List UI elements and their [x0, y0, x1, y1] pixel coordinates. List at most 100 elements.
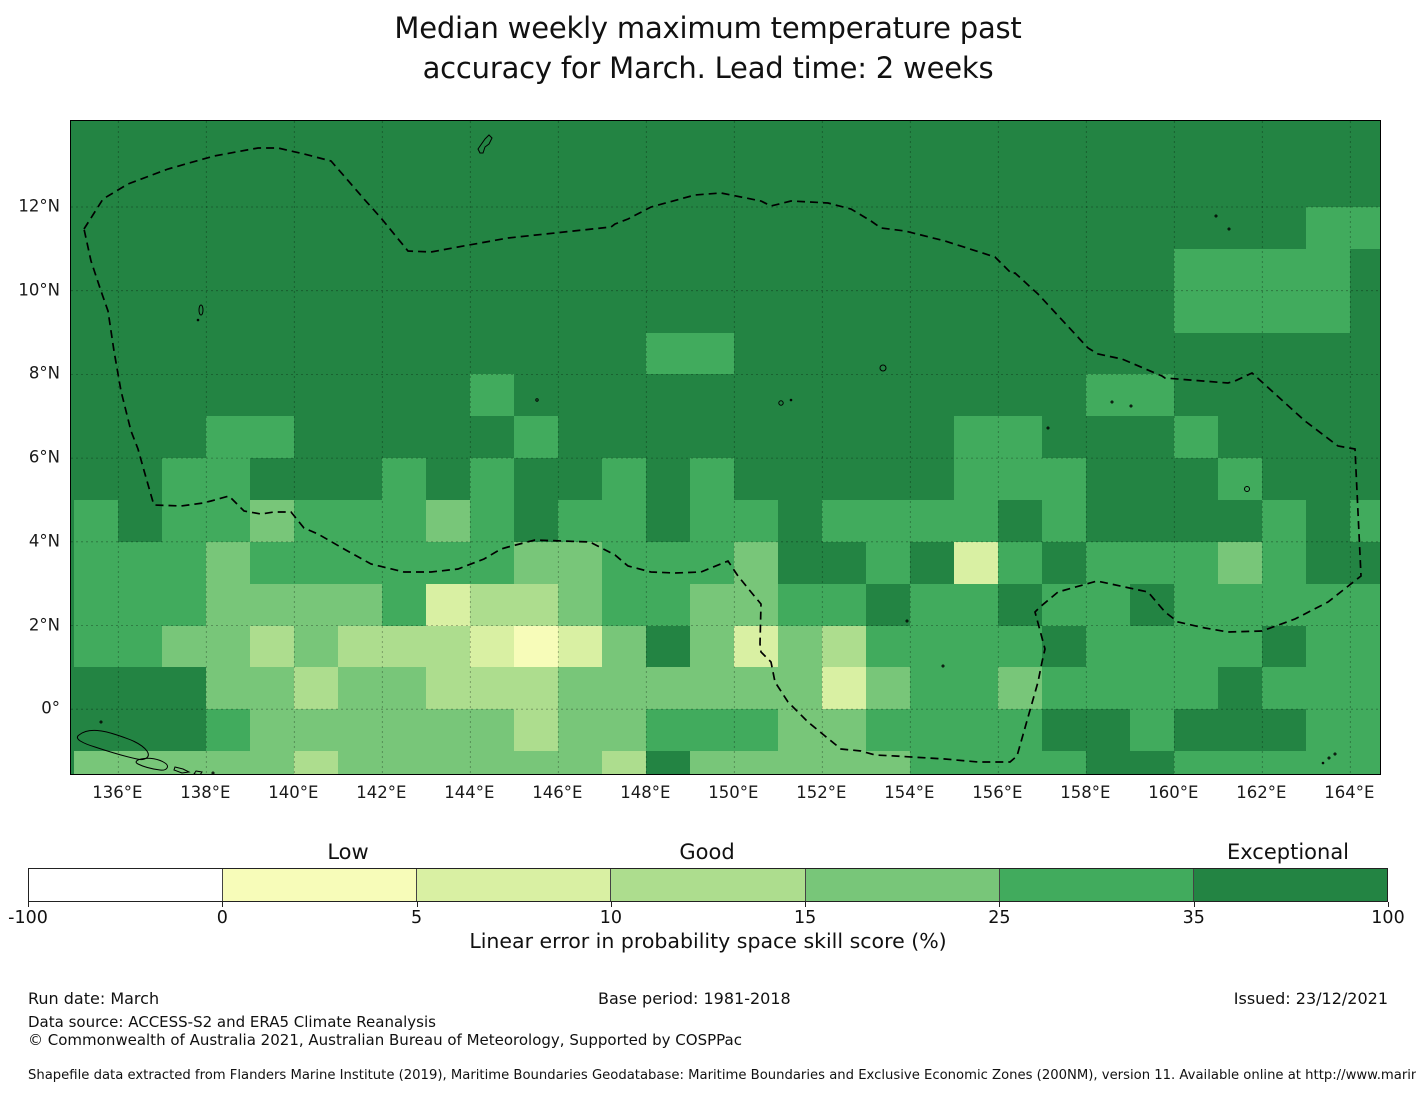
grid-cell [1042, 123, 1087, 166]
grid-cell [866, 541, 911, 585]
grid-cell [602, 458, 647, 501]
grid-cell [382, 165, 427, 208]
grid-cell [382, 709, 427, 752]
grid-cell [1218, 207, 1263, 250]
colorbar-tick-label: 15 [794, 908, 817, 928]
grid-cell [954, 583, 999, 626]
grid-cell [778, 499, 823, 543]
grid-cell [338, 458, 383, 501]
grid-cell [118, 667, 163, 710]
grid-cell [1174, 207, 1219, 250]
grid-cell [470, 123, 515, 166]
grid-cell [954, 458, 999, 501]
copyright-text: © Commonwealth of Australia 2021, Austra… [28, 1031, 742, 1049]
grid-cell [162, 625, 207, 668]
grid-cell [1086, 332, 1131, 375]
grid-cell [998, 583, 1043, 626]
grid-cell [118, 248, 163, 292]
grid-cell [1042, 374, 1087, 417]
grid-cell [514, 207, 559, 250]
grid-cell [338, 625, 383, 668]
grid-cell [822, 667, 867, 710]
grid-cell [910, 290, 955, 334]
grid-cell [734, 583, 779, 626]
grid-cell [1086, 709, 1131, 752]
grid-cell [206, 709, 251, 752]
grid-cell [1174, 416, 1219, 459]
grid-cell [1086, 499, 1131, 543]
grid-cell [866, 416, 911, 459]
x-tick-label: 140°E [268, 783, 319, 802]
grid-cell [1262, 290, 1307, 334]
grid-cell [602, 667, 647, 710]
grid-cell [1350, 248, 1380, 292]
chart-title-line2: accuracy for March. Lead time: 2 weeks [422, 51, 994, 85]
grid-cell [118, 625, 163, 668]
grid-cell [998, 207, 1043, 250]
grid-cell [250, 541, 295, 585]
grid-cell [558, 248, 603, 292]
grid-cell [382, 625, 427, 668]
grid-cell [1306, 374, 1351, 417]
grid-cell [910, 165, 955, 208]
grid-cell [1218, 374, 1263, 417]
grid-cell [250, 165, 295, 208]
colorbar-segment [223, 869, 418, 901]
x-tick-label: 144°E [444, 783, 495, 802]
grid-cell [1174, 332, 1219, 375]
colorbar [28, 868, 1388, 902]
grid-cell [1042, 499, 1087, 543]
grid-cell [602, 751, 647, 774]
grid-cell [206, 499, 251, 543]
grid-cell [822, 751, 867, 774]
grid-cell [1218, 751, 1263, 774]
grid-cell [646, 458, 691, 501]
grid-cell [1306, 290, 1351, 334]
grid-cell [250, 667, 295, 710]
grid-cell [690, 583, 735, 626]
grid-cell [118, 290, 163, 334]
grid-cell [1262, 709, 1307, 752]
grid-cell [822, 458, 867, 501]
grid-cell [470, 583, 515, 626]
grid-cell [910, 123, 955, 166]
grid-cell [470, 248, 515, 292]
grid-cell [1130, 332, 1175, 375]
grid-cell [338, 290, 383, 334]
grid-cell [338, 207, 383, 250]
y-tick-label: 0° [41, 698, 60, 718]
grid-cell [1262, 625, 1307, 668]
grid-cell [602, 290, 647, 334]
grid-cell [74, 123, 119, 166]
grid-cell [1174, 248, 1219, 292]
grid-cell [470, 207, 515, 250]
grid-cell [1306, 751, 1351, 774]
grid-cell [602, 248, 647, 292]
grid-cell [162, 458, 207, 501]
y-tick-label: 4°N [28, 531, 60, 551]
grid-cell [954, 248, 999, 292]
grid-cell [690, 374, 735, 417]
grid-cell [954, 667, 999, 710]
grid-cell [162, 541, 207, 585]
colorbar-segment [1193, 869, 1387, 901]
y-tick-label: 10°N [18, 280, 60, 300]
grid-cell [1174, 709, 1219, 752]
grid-cell [118, 499, 163, 543]
grid-cell [206, 625, 251, 668]
chart-title: Median weekly maximum temperature past a… [0, 8, 1416, 88]
grid-cell [690, 458, 735, 501]
grid-cell [558, 207, 603, 250]
grid-cell [382, 248, 427, 292]
grid-cell [1306, 207, 1351, 250]
grid-cell [470, 709, 515, 752]
grid-cell [646, 332, 691, 375]
grid-cell [1174, 751, 1219, 774]
grid-cell [998, 416, 1043, 459]
grid-cell [1306, 165, 1351, 208]
grid-cell [1350, 165, 1380, 208]
grid-cell [1086, 751, 1131, 774]
grid-cell [1350, 332, 1380, 375]
grid-cell [514, 374, 559, 417]
grid-cell [646, 583, 691, 626]
